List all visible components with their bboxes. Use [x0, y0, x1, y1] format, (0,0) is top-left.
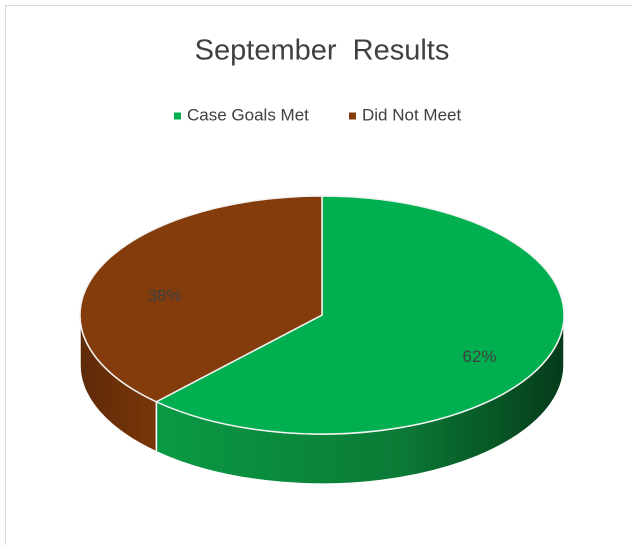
- data-label: 62%: [462, 347, 496, 366]
- legend-label: Case Goals Met: [187, 105, 309, 124]
- legend-swatch: [349, 112, 356, 120]
- legend-label: Did Not Meet: [362, 105, 461, 124]
- legend-swatch: [174, 112, 181, 120]
- slice: [154, 195, 565, 435]
- data-label: 38%: [147, 286, 181, 305]
- chart-title: September Results: [195, 35, 450, 67]
- slice: [79, 195, 323, 403]
